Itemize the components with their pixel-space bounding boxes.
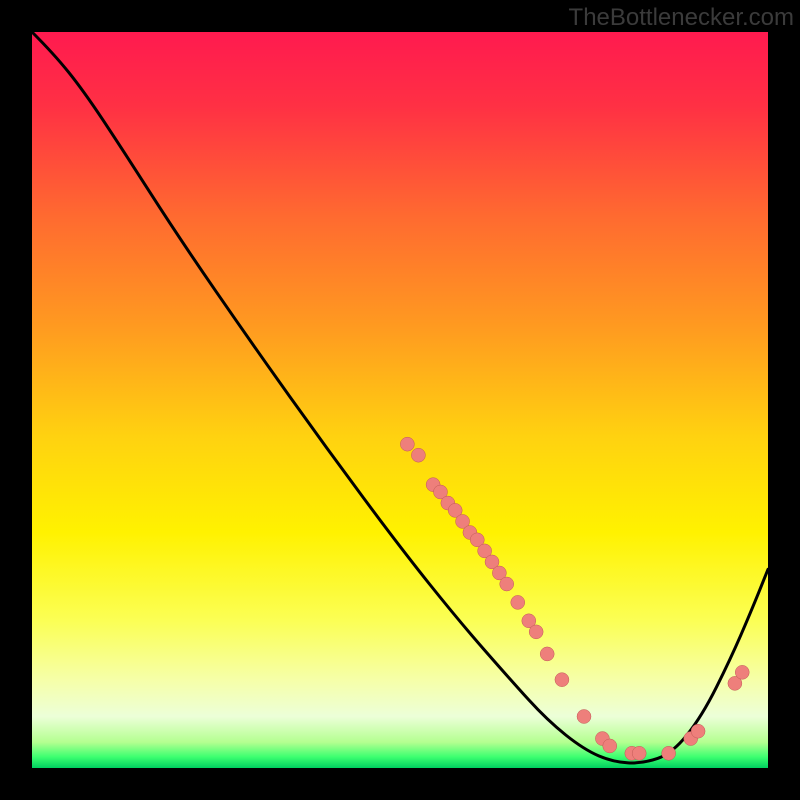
watermark-text: TheBottlenecker.com	[569, 4, 794, 32]
data-marker	[400, 437, 414, 451]
data-marker	[632, 746, 646, 760]
data-marker	[662, 746, 676, 760]
data-marker	[411, 448, 425, 462]
stage: TheBottlenecker.com	[0, 0, 800, 800]
data-marker	[691, 724, 705, 738]
plot-area	[32, 32, 768, 768]
data-marker	[577, 709, 591, 723]
data-marker	[603, 739, 617, 753]
data-marker	[735, 665, 749, 679]
data-marker	[511, 595, 525, 609]
bottleneck-curve	[32, 32, 768, 763]
curve-layer	[32, 32, 768, 768]
data-marker	[529, 625, 543, 639]
data-marker	[555, 673, 569, 687]
data-marker	[540, 647, 554, 661]
data-marker	[500, 577, 514, 591]
marker-group	[400, 437, 749, 760]
